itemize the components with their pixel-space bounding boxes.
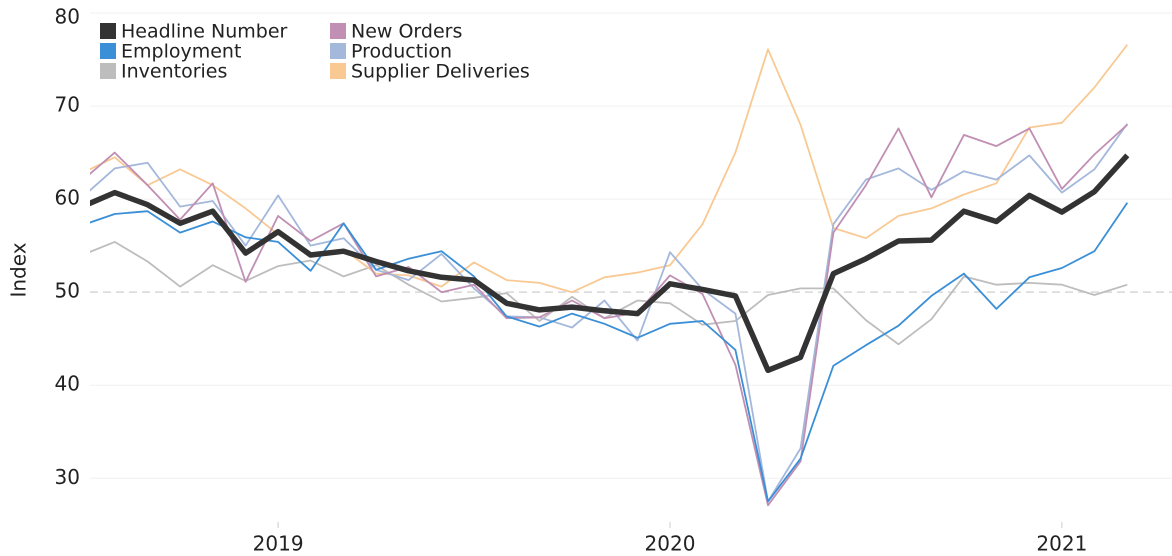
y-tick-label: 80 (55, 5, 80, 29)
legend-swatch (100, 23, 116, 39)
legend-swatch (100, 43, 116, 59)
legend-swatch (330, 63, 346, 79)
series-line (90, 124, 1128, 507)
legend-label: New Orders (351, 21, 462, 43)
legend-swatch (330, 23, 346, 39)
series-line (90, 44, 1129, 294)
legend-label: Headline Number (121, 21, 288, 43)
y-axis-label: Index (7, 242, 31, 297)
legend-label: Supplier Deliveries (351, 61, 530, 83)
x-tick-label: 2020 (645, 532, 696, 556)
series-line (90, 202, 1129, 503)
y-tick-label: 40 (55, 372, 80, 396)
series-line (90, 123, 1129, 503)
legend-swatch (330, 43, 346, 59)
series-line (90, 153, 1130, 374)
legend-swatch (100, 63, 116, 79)
legend-label: Employment (121, 41, 241, 63)
series-line (90, 241, 1128, 346)
x-tick-label: 2021 (1036, 532, 1087, 556)
legend-label: Production (351, 41, 452, 63)
y-tick-label: 70 (55, 93, 80, 117)
y-tick-label: 50 (55, 279, 80, 303)
x-tick-label: 2019 (253, 532, 304, 556)
y-tick-label: 30 (55, 465, 80, 489)
y-tick-label: 60 (55, 186, 80, 210)
legend-label: Inventories (121, 61, 227, 83)
